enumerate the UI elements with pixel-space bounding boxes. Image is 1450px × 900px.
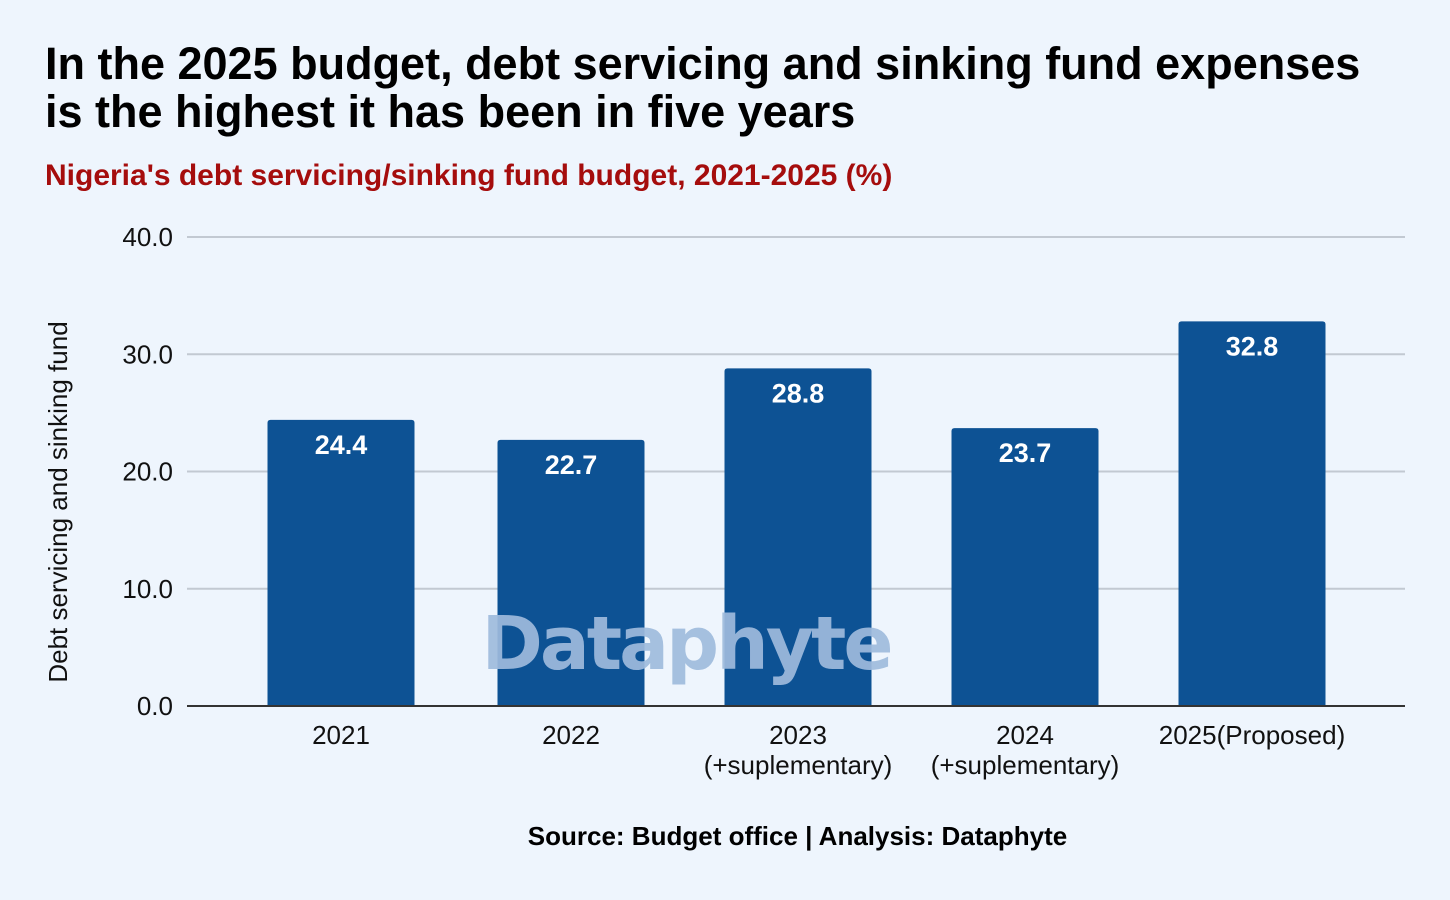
bar-1 [497, 439, 645, 706]
y-tick-label: 40.0 [122, 222, 173, 252]
y-tick-label: 20.0 [122, 457, 173, 487]
dataphyte-watermark-logo: Dataphyte [481, 601, 890, 687]
bars [267, 321, 1326, 706]
bar-0 [267, 419, 415, 706]
chart-subtitle: Nigeria's debt servicing/sinking fund bu… [45, 159, 893, 192]
bar-4 [1178, 321, 1326, 706]
x-category-label: 2025(Proposed) [1159, 720, 1345, 750]
value-label: 23.7 [999, 438, 1052, 468]
bar-2 [724, 368, 872, 706]
labels: 24.4 22.7 28.8 23.7 32.8 [315, 331, 1279, 479]
source-note: Source: Budget office | Analysis: Dataph… [527, 821, 1068, 851]
axes: 0.0 10.0 20.0 30.0 40.0 2021 2022 2023 (+supleme… [43, 222, 1405, 780]
y-axis-title: Debt servicing and sinking fund [43, 321, 73, 682]
x-category-label: 2022 [542, 720, 600, 750]
x-category-label: 2024 (+suplementary) [931, 720, 1120, 780]
value-label: 32.8 [1226, 331, 1279, 361]
bar-3 [951, 428, 1099, 706]
x-category-label: 2023 (+suplementary) [704, 720, 893, 780]
value-label: 24.4 [315, 430, 368, 460]
y-tick-label: 0.0 [137, 691, 173, 721]
value-label: 28.8 [772, 378, 825, 408]
y-tick-label: 10.0 [122, 574, 173, 604]
y-tick-label: 30.0 [122, 339, 173, 369]
chart-title: In the 2025 budget, debt servicing and s… [45, 38, 1361, 137]
x-category-label: 2021 [312, 720, 370, 750]
value-label: 22.7 [545, 450, 598, 480]
